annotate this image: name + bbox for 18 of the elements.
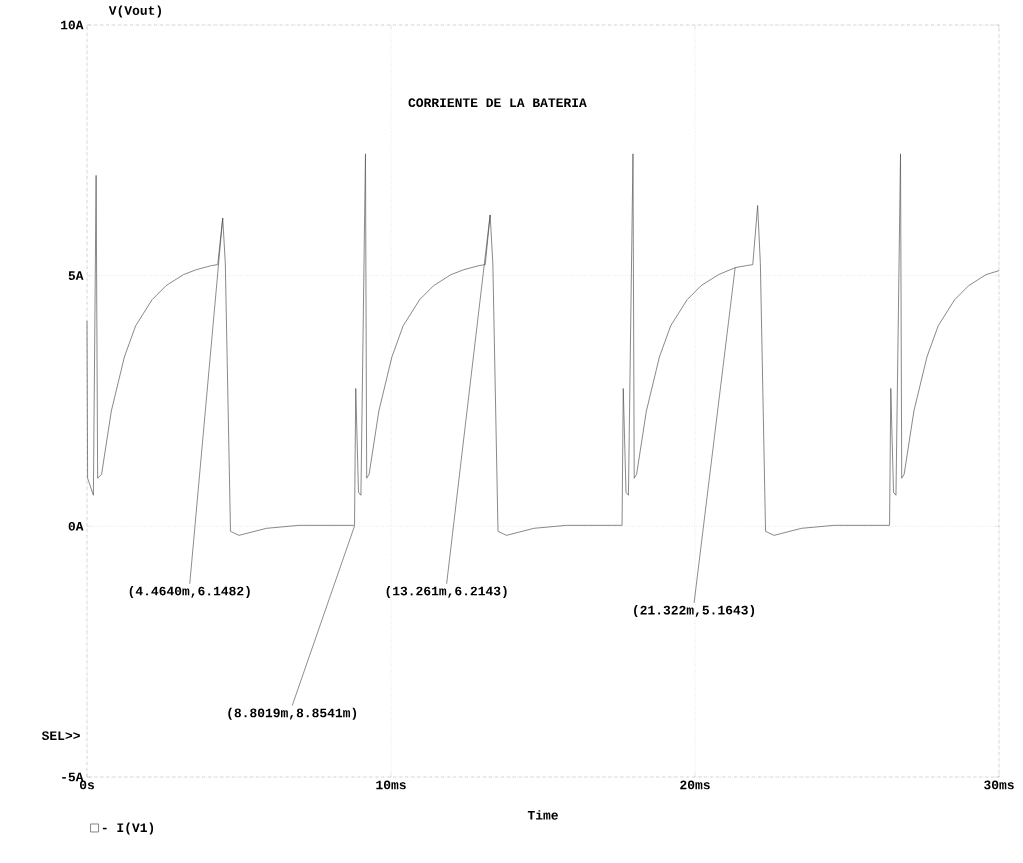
legend-label: - I(V1)	[102, 822, 154, 835]
annotation: (21.322m,5.1643)	[634, 605, 755, 618]
annotation: (4.4640m,6.1482)	[129, 585, 250, 599]
line-series	[86, 153, 1000, 536]
y-tick-label: 5A	[68, 271, 84, 280]
annotation: (13.261m,6.2143)	[386, 585, 507, 599]
x-tick-label: 0s	[79, 780, 94, 790]
y-tick-label: 0A	[68, 521, 84, 531]
y-tick-label: -5A	[62, 772, 84, 782]
x-tick-label: 20ms	[680, 780, 710, 790]
x-tick-label: 30ms	[984, 780, 1014, 790]
text: SEL>>	[41, 731, 80, 741]
x-axis-title: Time	[527, 810, 558, 820]
annotation: (8.8019m,8.8541m)	[228, 707, 357, 720]
x-tick-label: 10ms	[376, 780, 406, 790]
y-tick-label: 10A	[61, 20, 84, 30]
text: V(Vout)	[108, 5, 161, 18]
text: CORRIENTE DE LA BATERIA	[408, 98, 587, 108]
